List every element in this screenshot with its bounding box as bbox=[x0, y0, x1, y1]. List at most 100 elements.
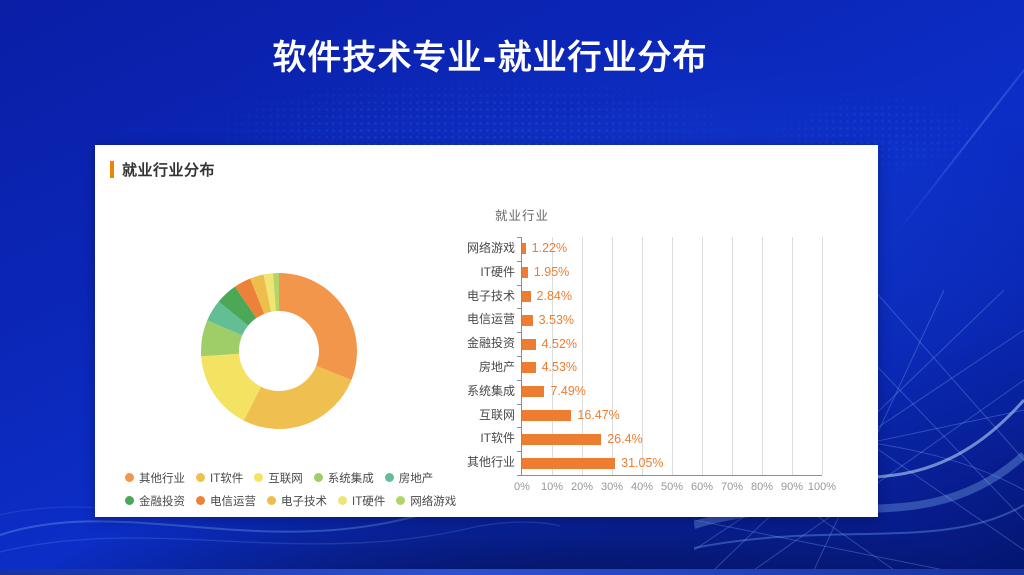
gridline bbox=[672, 237, 673, 475]
category-label: IT软件 bbox=[480, 431, 515, 446]
y-axis-tick bbox=[517, 451, 522, 453]
legend-item: IT硬件 bbox=[338, 493, 385, 509]
bar-value-label: 4.53% bbox=[541, 360, 578, 375]
bar-row: 4.52% bbox=[522, 332, 822, 356]
category-label: 房地产 bbox=[478, 360, 515, 374]
y-axis-tick bbox=[517, 332, 522, 334]
legend-dot bbox=[125, 473, 134, 482]
legend-dot bbox=[254, 473, 264, 482]
donut-slice-电信运营 bbox=[235, 278, 265, 318]
bar-row: 1.22% bbox=[522, 237, 822, 261]
category-label: 互联网 bbox=[478, 407, 515, 422]
x-tick-label: 40% bbox=[630, 481, 654, 493]
donut-slice-IT软件 bbox=[243, 365, 352, 429]
legend-dot bbox=[125, 496, 134, 505]
legend-dot bbox=[196, 496, 205, 505]
legend-dot bbox=[313, 473, 323, 482]
y-axis-tick bbox=[517, 237, 522, 238]
bar-value-label: 4.52% bbox=[541, 336, 577, 351]
legend-label: 电子技术 bbox=[281, 495, 327, 508]
legend-item: 互联网 bbox=[254, 470, 303, 486]
slide-title: 软件技术专业-就业行业分布 bbox=[272, 38, 708, 78]
bar-value-label: 31.05% bbox=[621, 455, 664, 470]
category-label: 电子技术 bbox=[466, 288, 515, 303]
legend-dot bbox=[267, 496, 276, 505]
bar-电子技术 bbox=[522, 290, 531, 302]
bar-value-label: 1.95% bbox=[533, 265, 570, 280]
category-label: 金融投资 bbox=[466, 336, 515, 351]
bar-IT硬件 bbox=[522, 267, 528, 279]
legend-label: IT软件 bbox=[210, 472, 244, 485]
legend-item: 网络游戏 bbox=[396, 493, 456, 509]
bar-row: 4.53% bbox=[522, 356, 822, 380]
gridline bbox=[822, 237, 823, 475]
bar-value-label: 3.53% bbox=[538, 312, 575, 327]
legend-dot bbox=[384, 473, 394, 482]
y-axis-tick bbox=[517, 308, 522, 310]
x-tick-label: 10% bbox=[540, 481, 564, 493]
legend-item: 金融投资 bbox=[125, 493, 185, 509]
x-tick-label: 70% bbox=[720, 481, 744, 493]
gridline bbox=[552, 237, 553, 475]
legend-label: 其他行业 bbox=[139, 472, 185, 485]
legend-label: 系统集成 bbox=[327, 472, 374, 485]
bar-IT软件 bbox=[522, 433, 602, 445]
bar-chart-plot-area: 0% 10% 20% 30% 40% 50% 60% 70% 80% 90% 100% 1.22% 1.… bbox=[514, 237, 836, 493]
panel-title: 就业行业分布 bbox=[122, 162, 216, 179]
gridline bbox=[702, 237, 703, 475]
bar-网络游戏 bbox=[522, 243, 526, 255]
bar-row: 7.49% bbox=[522, 380, 822, 404]
x-tick-label: 30% bbox=[600, 481, 624, 493]
legend-dot bbox=[396, 496, 406, 505]
category-label: 电信运营 bbox=[466, 312, 515, 327]
bar-row: 2.84% bbox=[522, 285, 822, 309]
legend-dot bbox=[338, 496, 347, 505]
bar-互联网 bbox=[522, 409, 572, 421]
bar-房地产 bbox=[522, 362, 536, 374]
gridline bbox=[792, 237, 793, 475]
gridline bbox=[762, 237, 763, 475]
legend-label: 电信运营 bbox=[210, 495, 256, 508]
bar-value-label: 2.84% bbox=[536, 288, 572, 303]
bar-row: 31.05% bbox=[522, 451, 822, 475]
legend-item: IT软件 bbox=[196, 470, 243, 486]
legend-item: 电信运营 bbox=[196, 493, 256, 509]
legend-item: 其他行业 bbox=[125, 470, 185, 486]
category-label: 网络游戏 bbox=[466, 241, 515, 255]
donut-slice-网络游戏 bbox=[273, 273, 279, 312]
y-axis-tick bbox=[517, 403, 522, 405]
donut-slice-电子技术 bbox=[250, 274, 272, 314]
gridline bbox=[732, 237, 733, 475]
legend-row: 其他行业 IT软件 互联网 系统集成 房地产 bbox=[125, 466, 475, 489]
donut-slice-IT硬件 bbox=[263, 273, 276, 312]
category-label: IT硬件 bbox=[480, 264, 515, 279]
chart-legend: 其他行业 IT软件 互联网 系统集成 房地产金融投资 电信运营 电子技术 IT硬件 网络游戏 bbox=[125, 466, 475, 512]
header-accent-bar bbox=[110, 161, 114, 178]
y-axis-tick bbox=[517, 475, 522, 476]
x-tick-label: 0% bbox=[514, 481, 530, 493]
bar-row: 1.95% bbox=[522, 261, 822, 285]
bar-value-label: 7.49% bbox=[550, 384, 586, 399]
legend-label: 金融投资 bbox=[139, 495, 185, 508]
bar-row: 16.47% bbox=[522, 404, 822, 428]
bar-value-label: 16.47% bbox=[577, 407, 620, 422]
bar-value-label: 1.22% bbox=[531, 241, 568, 256]
y-axis-tick bbox=[517, 356, 522, 357]
donut-slice-房地产 bbox=[207, 301, 249, 336]
category-label: 系统集成 bbox=[466, 383, 515, 398]
x-tick-label: 90% bbox=[780, 481, 804, 493]
donut-slice-系统集成 bbox=[201, 320, 243, 357]
legend-item: 房地产 bbox=[384, 470, 433, 486]
legend-label: 互联网 bbox=[268, 472, 303, 485]
y-axis-tick bbox=[517, 379, 522, 381]
gridline bbox=[612, 237, 613, 475]
legend-dot bbox=[196, 473, 205, 482]
legend-label: 网络游戏 bbox=[410, 495, 457, 508]
bar-金融投资 bbox=[522, 338, 536, 350]
category-label: 其他行业 bbox=[466, 455, 515, 470]
gridline bbox=[642, 237, 643, 475]
bar-value-label: 26.4% bbox=[607, 431, 643, 446]
donut-slice-金融投资 bbox=[218, 286, 257, 326]
legend-label: IT硬件 bbox=[352, 495, 386, 508]
